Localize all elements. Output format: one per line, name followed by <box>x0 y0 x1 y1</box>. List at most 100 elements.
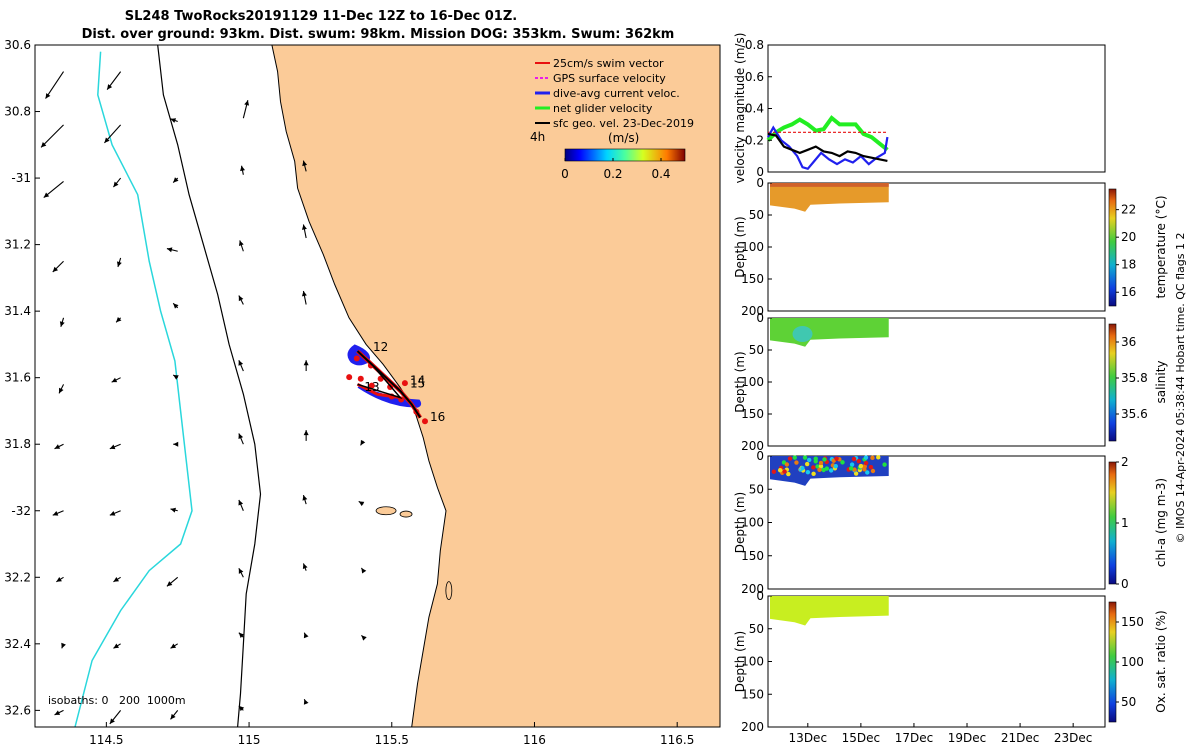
island <box>446 582 452 600</box>
map-panel: 12 13 1415 16 114.5 115 115.5 116 116.5 30.6 30.… <box>4 12 748 750</box>
legend-swim-vector: 25cm/s swim vector <box>535 57 664 70</box>
track-day-label: 13 <box>364 380 379 394</box>
chla-colorbar-tick-label: 0 <box>1121 577 1129 591</box>
legend-dive-current: dive-avg current veloc. <box>535 87 680 100</box>
interval-label: 4h <box>530 130 545 144</box>
chla-sample-point <box>788 456 792 460</box>
track-day-label: 15 <box>410 377 425 391</box>
swim-vector-point <box>402 380 408 386</box>
chla-sample-point <box>800 466 804 470</box>
figure-subtitle: Dist. over ground: 93km. Dist. swum: 98k… <box>82 27 675 42</box>
chla-sample-point <box>811 472 815 476</box>
salinity-colorbar <box>1109 324 1116 441</box>
map-y-tick-label: 32.6 <box>4 703 31 717</box>
chla-sample-point <box>859 464 863 468</box>
velocity-panel: 00.20.40.60.8 velocity magnitude (m/s) <box>733 33 1105 184</box>
salinity-feature <box>792 326 812 342</box>
time-tick-label: 21Dec <box>1001 731 1040 745</box>
map-y-tick-label: 32.2 <box>4 570 31 584</box>
colorbar-tick-label: 0 <box>561 167 569 181</box>
oxygen-colorbar-tick-label: 100 <box>1121 655 1144 669</box>
figure: SL248 TwoRocks20191129 11-Dec 12Z to 16-… <box>0 0 1200 750</box>
salinity-colorbar-tick-label: 36 <box>1121 335 1136 349</box>
time-tick-label: 19Dec <box>948 731 987 745</box>
svg-text:25cm/s swim vector: 25cm/s swim vector <box>553 57 664 70</box>
colorbar-tick-label: 0.4 <box>651 167 670 181</box>
temperature-surface <box>770 183 889 187</box>
credit-text: © IMOS 14-Apr-2024 05:38:44 Hobart time.… <box>1174 233 1187 544</box>
velocity-y-tick-label: 0.8 <box>745 38 764 52</box>
chla-y-tick-label: 50 <box>749 482 764 496</box>
svg-text:net glider velocity: net glider velocity <box>553 102 653 115</box>
track-day-label: 16 <box>430 410 445 424</box>
temperature-y-tick-label: 50 <box>749 208 764 222</box>
map-y-tick-label: 31.8 <box>4 437 31 451</box>
temperature-colorbar-tick-label: 20 <box>1121 230 1136 244</box>
chla-panel: 050100150200Depth (m)012chl-a (mg m-3) <box>733 449 1168 596</box>
swim-vector-point <box>354 355 360 361</box>
swim-vector-point <box>358 376 364 382</box>
map-x-tick-label: 116.5 <box>660 733 694 747</box>
chla-colorbar-tick-label: 2 <box>1121 455 1129 469</box>
chla-sample-point <box>864 455 868 459</box>
chla-sample-point <box>814 456 818 460</box>
time-tick-label: 13Dec <box>789 731 828 745</box>
chla-sample-point <box>778 468 782 472</box>
chla-sample-point <box>822 457 826 461</box>
chla-sample-point <box>782 469 786 473</box>
chla-colorbar-tick-label: 1 <box>1121 516 1129 530</box>
isobath-label: isobaths: 0 200 1000m <box>48 694 186 707</box>
salinity-ylabel: Depth (m) <box>733 351 747 412</box>
island <box>400 511 412 517</box>
salinity-panel: 0 50 100 150 200 Depth (m) 35.6 35.8 36 salinity <box>733 311 1168 453</box>
temperature-colorbar-label: temperature (°C) <box>1154 196 1168 299</box>
chla-y-tick-label: 0 <box>756 449 764 463</box>
legend-gps-velocity: GPS surface velocity <box>535 72 666 85</box>
oxygen-colorbar <box>1109 602 1116 722</box>
time-tick-label: 17Dec <box>895 731 934 745</box>
chla-sample-point <box>876 455 880 459</box>
map-y-tick-label: 31.4 <box>4 304 31 318</box>
oxygen-panel: 050100150200Depth (m)50100150 Ox. sat. ra… <box>733 589 1168 734</box>
chla-sample-point <box>849 466 853 470</box>
velocity-y-tick-label: 0.4 <box>745 102 764 116</box>
temperature-colorbar-tick-label: 16 <box>1121 285 1136 299</box>
oxygen-y-tick-label: 50 <box>749 622 764 636</box>
time-tick-label: 15Dec <box>842 731 881 745</box>
chla-sample-point <box>785 462 789 466</box>
map-y-tick-label: -32 <box>11 504 31 518</box>
chla-sample-point <box>825 466 829 470</box>
colorbar-tick-label: 0.2 <box>603 167 622 181</box>
salinity-y-tick-label: 50 <box>749 343 764 357</box>
swim-vector-point <box>422 418 428 424</box>
chla-sample-point <box>811 465 815 469</box>
map-x-tick-label: 115.5 <box>375 733 409 747</box>
chla-sample-point <box>834 456 838 460</box>
legend-sfc-geo: sfc geo. vel. 23-Dec-2019 <box>535 117 694 130</box>
chla-sample-point <box>803 455 807 459</box>
chla-sample-point <box>869 465 873 469</box>
figure-title: SL248 TwoRocks20191129 11-Dec 12Z to 16-… <box>125 9 517 24</box>
chla-sample-point <box>786 472 790 476</box>
salinity-y-tick-label: 0 <box>756 311 764 325</box>
chla-sample-point <box>794 460 798 464</box>
chla-sample-point <box>817 468 821 472</box>
legend-net-glider: net glider velocity <box>535 102 653 115</box>
map-y-tick-label: -31 <box>11 171 31 185</box>
temperature-y-tick-label: 0 <box>756 176 764 190</box>
map-x-tick-label: 115 <box>238 733 261 747</box>
temperature-panel: 050100150200Depth (m)16182022 temperature… <box>733 176 1168 318</box>
temperature-ylabel: Depth (m) <box>733 216 747 277</box>
time-tick-label: 23Dec <box>1054 731 1093 745</box>
oxygen-colorbar-tick-label: 50 <box>1121 695 1136 709</box>
chla-ylabel: Depth (m) <box>733 492 747 553</box>
chla-sample-point <box>807 458 811 462</box>
map-y-tick-label: 32.4 <box>4 637 31 651</box>
salinity-colorbar-tick-label: 35.6 <box>1121 407 1148 421</box>
salinity-colorbar-tick-label: 35.8 <box>1121 371 1148 385</box>
chla-sample-point <box>852 457 856 461</box>
chla-colorbar <box>1109 462 1116 584</box>
temperature-colorbar <box>1109 189 1116 306</box>
chla-sample-point <box>829 468 833 472</box>
map-x-tick-label: 114.5 <box>89 733 123 747</box>
